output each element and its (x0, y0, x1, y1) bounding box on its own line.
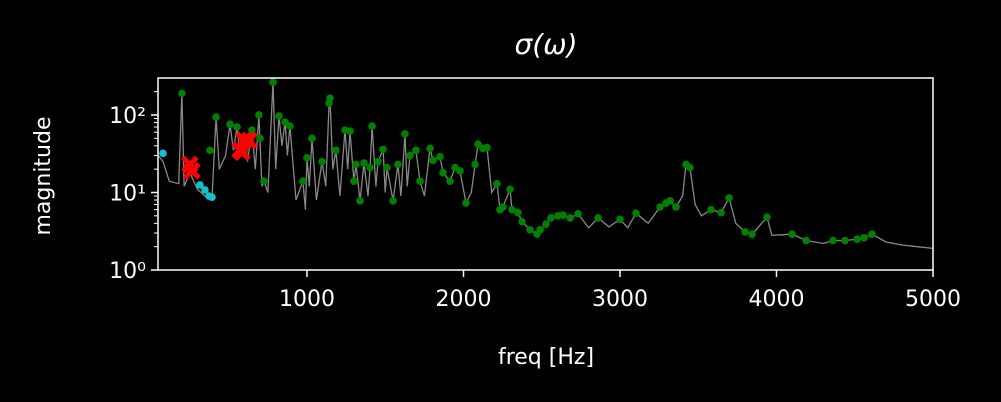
peak-point (318, 157, 326, 166)
y-tick-label: 10¹ (109, 181, 146, 206)
peak-point (389, 197, 397, 205)
peak-point (401, 130, 409, 138)
peak-point (802, 236, 810, 245)
peak-point (717, 208, 725, 217)
peak-point (426, 144, 434, 153)
peak-point (260, 177, 268, 185)
peak-point (379, 145, 387, 154)
peak-point (547, 214, 555, 222)
peak-point (255, 111, 263, 119)
peak-point (299, 177, 307, 185)
peak-point (212, 113, 220, 121)
peak-point (559, 211, 567, 219)
peak-point (508, 205, 516, 214)
peak-point (436, 152, 444, 161)
peak-point (286, 122, 294, 130)
peak-point (518, 217, 526, 226)
x-marker (183, 162, 201, 180)
peak-point (374, 157, 382, 166)
peak-point (429, 156, 437, 165)
x-tick-label: 1000 (279, 287, 335, 312)
peak-point (656, 203, 664, 211)
x-marker (240, 131, 258, 150)
peak-point (360, 159, 368, 167)
peak-point (748, 230, 756, 238)
peak-point (406, 151, 414, 160)
peak-point (686, 163, 694, 172)
chart-title: σ(ω) (514, 28, 577, 61)
peak-point (366, 163, 374, 172)
peak-point (499, 203, 507, 211)
peak-point (416, 177, 424, 185)
peak-point (326, 94, 334, 102)
peak-point (248, 126, 256, 134)
y-tick-label: 10⁰ (109, 259, 146, 284)
peak-point (471, 160, 479, 169)
peak-point (566, 214, 574, 222)
peak-point (763, 213, 771, 221)
peak-point (506, 185, 514, 194)
peak-point (368, 122, 376, 130)
y-tick-label: 10² (109, 104, 146, 129)
peak-point (725, 194, 733, 202)
peak-point (412, 146, 420, 155)
peak-point (159, 149, 167, 158)
peak-point (536, 226, 544, 234)
x-marker (235, 131, 253, 150)
peak-point (446, 177, 454, 185)
peak-point (383, 163, 391, 172)
peak-point (226, 120, 234, 129)
peak-point (208, 193, 216, 201)
peak-point (526, 226, 534, 234)
peak-point (201, 186, 209, 194)
peak-point (356, 197, 364, 205)
x-axis-label: freq [Hz] (498, 345, 594, 370)
peak-point (394, 160, 402, 169)
peak-point (514, 208, 522, 217)
peak-point (439, 168, 447, 177)
peak-point (346, 127, 354, 135)
peak-point (788, 230, 796, 238)
peak-point (594, 214, 602, 222)
peak-point (741, 228, 749, 236)
x-tick-label: 5000 (905, 287, 961, 312)
peak-point (632, 209, 640, 218)
x-tick-label: 3000 (592, 287, 648, 312)
x-tick-label: 4000 (748, 287, 804, 312)
x-tick-label: 2000 (435, 287, 491, 312)
peak-point (616, 215, 624, 224)
peak-point (574, 210, 582, 218)
peak-point (233, 123, 241, 131)
peak-point (707, 205, 715, 214)
peak-point (350, 177, 358, 185)
peak-point (352, 160, 360, 169)
peak-point (303, 154, 311, 162)
peak-point (332, 146, 340, 155)
y-axis-label: magnitude (31, 116, 56, 235)
peak-point (178, 89, 186, 98)
peak-point (275, 112, 283, 120)
peak-point (269, 78, 277, 86)
peak-point (860, 234, 868, 242)
peak-point (493, 179, 501, 188)
peak-point (868, 230, 876, 238)
peak-point (308, 134, 316, 143)
peak-point (256, 134, 264, 143)
peak-point (196, 181, 204, 189)
peak-point (456, 167, 464, 175)
peak-point (206, 146, 214, 155)
peak-point (829, 236, 837, 245)
peak-point (666, 197, 674, 205)
plot-frame (157, 77, 934, 271)
peak-point (841, 236, 849, 245)
peak-point (462, 199, 470, 207)
peak-point (672, 203, 680, 211)
peak-point (542, 220, 550, 228)
peak-point (483, 143, 491, 152)
peak-point (853, 235, 861, 243)
